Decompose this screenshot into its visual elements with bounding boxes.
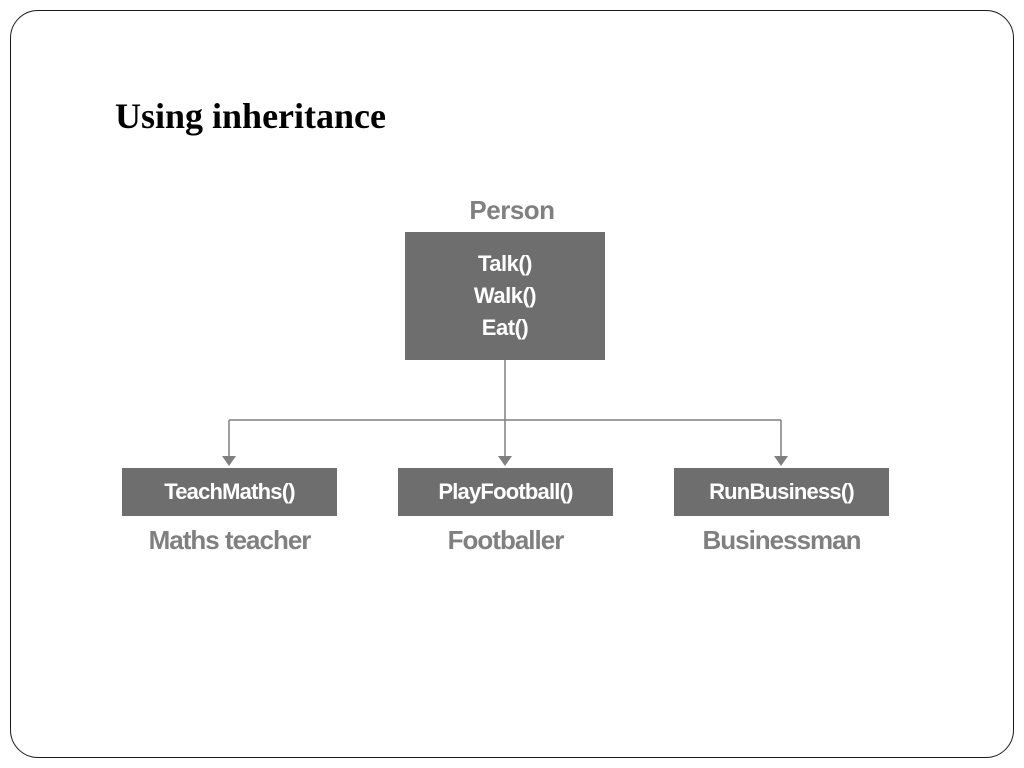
parent-class-label: Person (0, 195, 1024, 226)
child-class-box: RunBusiness() (674, 468, 889, 516)
parent-method: Eat() (482, 312, 528, 344)
child-class-box: PlayFootball() (398, 468, 613, 516)
parent-class-box: Talk() Walk() Eat() (405, 232, 605, 360)
child-method: RunBusiness() (709, 479, 854, 505)
parent-method: Talk() (478, 248, 532, 280)
child-method: TeachMaths() (164, 479, 295, 505)
child-class-label: Maths teacher (122, 525, 337, 556)
child-class-label: Footballer (398, 525, 613, 556)
child-class-box: TeachMaths() (122, 468, 337, 516)
child-method: PlayFootball() (438, 479, 572, 505)
child-class-label: Businessman (674, 525, 889, 556)
parent-method: Walk() (474, 280, 536, 312)
page-title: Using inheritance (115, 95, 386, 137)
